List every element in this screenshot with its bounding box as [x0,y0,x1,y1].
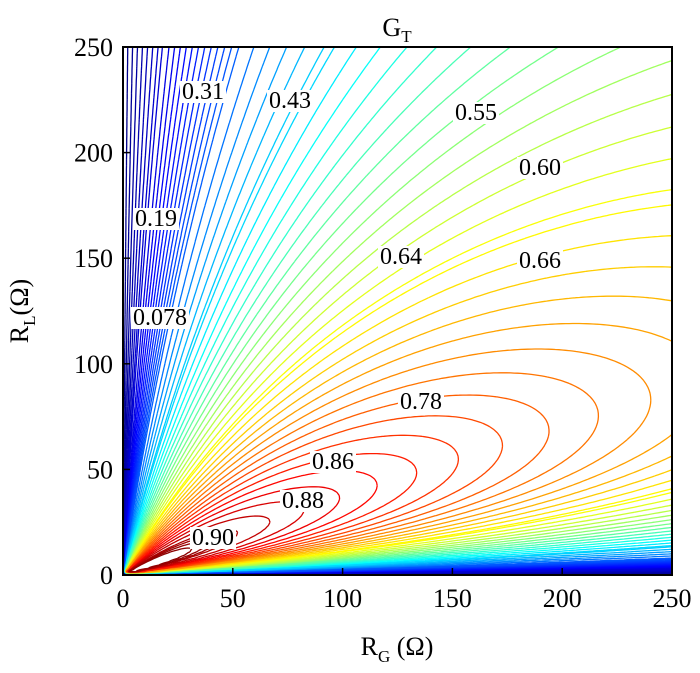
contour-line [124,126,673,574]
contour-line [123,46,673,575]
contour-label: 0.66 [519,248,561,274]
x-tick-label: 50 [220,584,246,613]
chart-title: GT [382,13,412,46]
contour-label-bg [453,102,499,124]
contour-label: 0.43 [269,88,311,114]
contour-label: 0.55 [455,100,497,126]
contour-line [123,46,673,575]
x-tick-label: 200 [543,584,582,613]
contour-line [123,46,673,575]
contour-line [123,46,673,575]
plot-frame [122,46,673,576]
contour-label-bg [133,208,179,230]
x-tick-label: 250 [653,584,692,613]
contour-line [124,93,673,574]
x-tick-label: 100 [323,584,362,613]
contour-line [123,46,673,575]
contour-label-bg [378,246,424,268]
y-tick-label: 250 [74,33,113,62]
contour-labels: 0.078 0.19 0.31 0.43 0.55 0.60 0.64 0.66 0.78 0.8… [131,79,563,551]
contour-label-bg [398,391,444,413]
contour-line [125,322,673,574]
y-axis-label: RL(Ω) [5,279,39,343]
x-label-main: R [361,632,379,661]
y-tick-label: 150 [74,244,113,273]
contour-label: 0.78 [400,389,442,415]
contour-line [123,46,673,576]
x-label-unit: (Ω) [390,632,433,661]
contour-label: 0.31 [182,79,224,105]
contour-label: 0.60 [519,155,561,181]
contour-label: 0.19 [135,206,177,232]
contour-label-bg [131,307,189,329]
contour-label-bg [190,527,236,549]
x-tick-label: 150 [433,584,472,613]
contour-label: 0.86 [312,449,354,475]
contour-label-bg [180,81,226,103]
title-sub: T [401,27,412,46]
contour-line [123,46,673,575]
y-label-main: R [5,325,34,343]
contour-label: 0.078 [133,305,187,331]
contour-label-bg [280,490,326,512]
title-main: G [382,13,401,42]
contour-line [123,46,673,575]
contour-label-bg [517,157,563,179]
x-axis-label: RG (Ω) [361,632,434,666]
contour-line [123,46,673,576]
x-label-sub: G [378,647,390,666]
y-tick-label: 200 [74,139,113,168]
contours [122,46,673,576]
contour-label-bg [310,451,356,473]
contour-label: 0.64 [380,244,422,270]
x-tick-label: 0 [117,584,130,613]
y-tick-label: 100 [74,350,113,379]
y-tick-label: 0 [100,561,113,590]
y-tick-label: 50 [87,455,113,484]
y-label-sub: L [20,315,39,325]
contour-label-bg [517,250,563,272]
contour-label: 0.88 [282,488,324,514]
y-label-unit: (Ω) [5,279,34,316]
contour-label: 0.90 [192,525,234,551]
contour-label-bg [267,90,313,112]
